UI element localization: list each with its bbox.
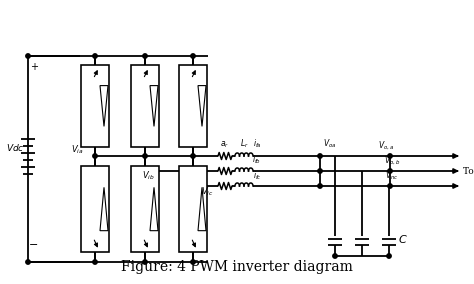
Text: Figure: 4 PWM inverter diagram: Figure: 4 PWM inverter diagram (121, 260, 353, 274)
Polygon shape (150, 85, 158, 126)
Circle shape (388, 154, 392, 158)
Polygon shape (100, 85, 108, 126)
Circle shape (318, 184, 322, 188)
Circle shape (143, 54, 147, 58)
Text: $i_{fb}$: $i_{fb}$ (253, 154, 262, 166)
Bar (131, 166, 159, 252)
Text: −: − (29, 240, 39, 250)
Text: $V_{nc}$: $V_{nc}$ (385, 169, 399, 181)
Bar (81, 166, 109, 252)
Circle shape (318, 154, 322, 158)
Polygon shape (100, 187, 108, 231)
Polygon shape (198, 187, 206, 231)
Text: $a_r$: $a_r$ (220, 140, 229, 151)
Bar (131, 65, 159, 147)
Circle shape (333, 254, 337, 258)
Circle shape (26, 260, 30, 264)
Circle shape (143, 154, 147, 158)
Text: $L_r$: $L_r$ (240, 138, 248, 151)
Circle shape (388, 184, 392, 188)
Bar (81, 65, 109, 147)
Polygon shape (198, 85, 206, 126)
Circle shape (93, 154, 97, 158)
Text: $Vdc$: $Vdc$ (6, 142, 24, 153)
Polygon shape (150, 187, 158, 231)
Circle shape (191, 154, 195, 158)
Text: +: + (30, 62, 38, 72)
Bar (179, 65, 207, 147)
Bar (179, 166, 207, 252)
Text: $V_{ib}$: $V_{ib}$ (142, 170, 155, 183)
Circle shape (387, 254, 391, 258)
Text: $V_{o,a}$: $V_{o,a}$ (378, 139, 394, 152)
Circle shape (191, 260, 195, 264)
Circle shape (318, 169, 322, 173)
Text: $i_{fc}$: $i_{fc}$ (253, 169, 262, 181)
Text: $i_{fa}$: $i_{fa}$ (253, 138, 262, 151)
Text: $V_{ia}$: $V_{ia}$ (71, 143, 83, 156)
Circle shape (388, 169, 392, 173)
Text: $V_{oa}$: $V_{oa}$ (323, 138, 337, 151)
Circle shape (93, 260, 97, 264)
Text: $V_{ic}$: $V_{ic}$ (201, 185, 213, 197)
Circle shape (143, 260, 147, 264)
Circle shape (93, 54, 97, 58)
Text: $V_{o,b}$: $V_{o,b}$ (384, 154, 400, 167)
Text: To load: To load (463, 166, 474, 176)
Circle shape (26, 54, 30, 58)
Circle shape (191, 54, 195, 58)
Text: $C$: $C$ (398, 233, 408, 245)
